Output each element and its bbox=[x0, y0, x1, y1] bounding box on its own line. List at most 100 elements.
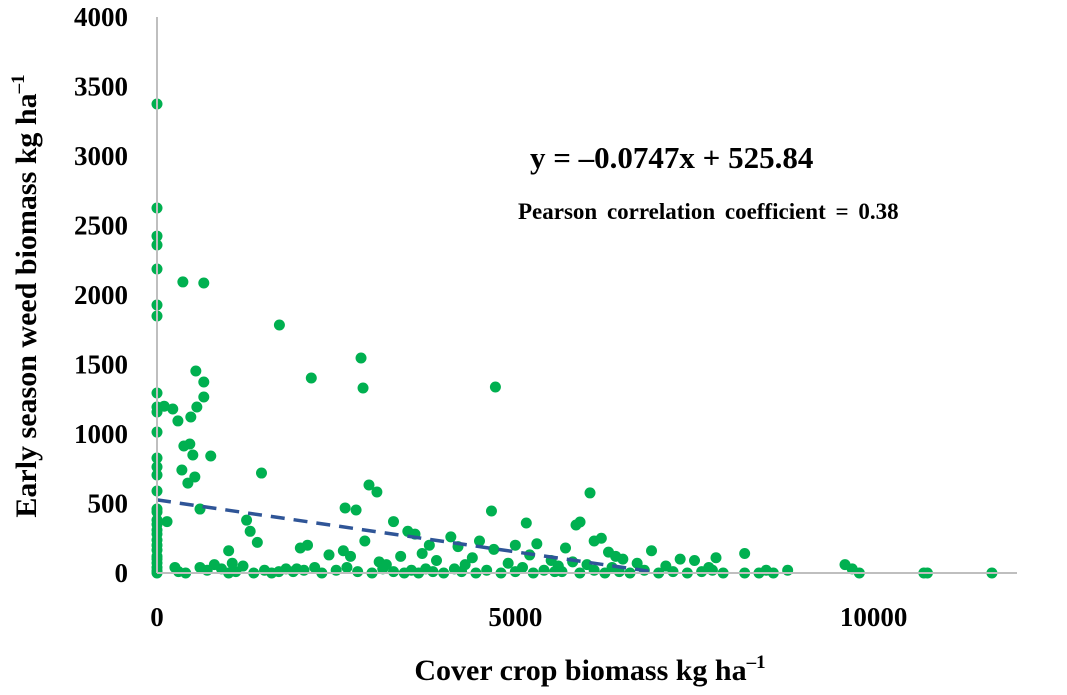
y-tick-label: 4000 bbox=[74, 2, 128, 32]
data-point bbox=[560, 542, 571, 554]
data-point bbox=[377, 563, 389, 575]
data-point bbox=[305, 372, 317, 384]
data-point bbox=[350, 504, 362, 516]
data-point bbox=[538, 564, 550, 576]
data-point bbox=[689, 554, 700, 566]
data-point bbox=[739, 548, 751, 560]
data-point bbox=[388, 566, 399, 578]
data-point bbox=[223, 545, 235, 557]
data-point bbox=[502, 557, 514, 569]
data-point bbox=[431, 554, 442, 566]
data-point bbox=[355, 352, 367, 364]
data-point bbox=[167, 403, 179, 415]
data-point bbox=[710, 552, 722, 564]
data-point bbox=[445, 531, 457, 543]
data-point bbox=[520, 517, 532, 529]
y-tick-label: 3000 bbox=[74, 141, 128, 171]
data-point bbox=[667, 566, 679, 578]
y-tick-labels: 0 500 1000 1500 2000 2500 3000 3500 4000 bbox=[74, 2, 128, 588]
data-point bbox=[509, 539, 521, 551]
trendline bbox=[156, 498, 659, 575]
data-point bbox=[531, 538, 543, 550]
data-point bbox=[352, 566, 364, 578]
data-point bbox=[182, 477, 194, 489]
data-point bbox=[172, 415, 184, 427]
data-point bbox=[456, 566, 468, 578]
data-point bbox=[395, 550, 407, 562]
data-point bbox=[198, 277, 210, 289]
y-tick-label: 500 bbox=[88, 489, 129, 519]
data-point bbox=[363, 479, 375, 491]
data-point bbox=[208, 559, 220, 571]
y-tick-label: 1500 bbox=[74, 350, 128, 380]
data-point bbox=[244, 525, 256, 537]
data-point bbox=[187, 449, 199, 461]
data-point bbox=[205, 450, 217, 462]
data-point bbox=[485, 505, 497, 517]
y-tick-label: 0 bbox=[115, 558, 129, 588]
data-point bbox=[617, 553, 629, 565]
data-point bbox=[226, 557, 238, 569]
data-point bbox=[345, 550, 356, 562]
data-point bbox=[595, 532, 607, 544]
y-axis-title: Early season weed biomass kg ha–1 bbox=[8, 74, 43, 517]
data-point bbox=[237, 560, 249, 572]
data-point bbox=[273, 319, 285, 331]
y-tick-label: 1000 bbox=[74, 419, 128, 449]
y-axis-title-text: Early season weed biomass kg ha bbox=[10, 93, 43, 517]
data-point bbox=[339, 502, 351, 514]
data-point bbox=[489, 381, 501, 393]
data-point bbox=[191, 401, 203, 413]
y-tick-label: 2500 bbox=[74, 211, 128, 241]
data-point bbox=[190, 365, 202, 377]
y-tick-label: 2000 bbox=[74, 280, 128, 310]
data-point bbox=[509, 566, 521, 578]
data-point bbox=[176, 464, 188, 476]
data-point bbox=[241, 514, 253, 526]
regression-equation: y = –0.0747x + 525.84 bbox=[530, 140, 813, 175]
x-axis-title-text: Cover crop biomass kg ha bbox=[414, 654, 746, 687]
data-point bbox=[169, 561, 181, 573]
x-tick-label: 10000 bbox=[840, 602, 908, 632]
data-point bbox=[371, 486, 383, 498]
data-point bbox=[388, 516, 399, 528]
data-point bbox=[481, 564, 493, 576]
x-axis-title: Cover crop biomass kg ha–1 bbox=[414, 652, 765, 687]
data-point bbox=[357, 382, 369, 394]
data-point bbox=[466, 552, 478, 564]
data-point bbox=[549, 566, 561, 578]
data-point bbox=[294, 542, 306, 554]
data-point bbox=[359, 535, 371, 547]
data-point bbox=[574, 516, 586, 528]
data-points bbox=[151, 98, 998, 579]
pearson-coefficient: Pearson correlation coefficient = 0.38 bbox=[518, 199, 899, 224]
data-point bbox=[255, 467, 267, 479]
data-point bbox=[423, 539, 435, 551]
x-axis-title-sup: –1 bbox=[746, 652, 766, 673]
data-point bbox=[198, 391, 210, 403]
data-point bbox=[706, 564, 718, 576]
data-point bbox=[251, 536, 263, 548]
y-axis-title-sup: –1 bbox=[8, 74, 29, 94]
data-point bbox=[161, 516, 173, 528]
data-point bbox=[185, 411, 197, 423]
y-tick-label: 3500 bbox=[74, 72, 128, 102]
data-point bbox=[273, 566, 285, 578]
data-point bbox=[427, 566, 439, 578]
data-point bbox=[198, 376, 210, 388]
data-point bbox=[158, 400, 170, 412]
data-point bbox=[323, 549, 335, 561]
data-point bbox=[291, 563, 303, 575]
data-point bbox=[646, 545, 657, 557]
data-point bbox=[584, 487, 596, 499]
data-point bbox=[696, 566, 708, 578]
x-tick-label: 0 bbox=[150, 602, 164, 632]
data-point bbox=[341, 561, 353, 573]
data-point bbox=[330, 564, 342, 576]
data-point bbox=[631, 557, 643, 569]
data-point bbox=[177, 276, 189, 288]
data-point bbox=[674, 553, 686, 565]
x-tick-labels: 0 5000 10000 bbox=[150, 602, 907, 632]
data-point bbox=[588, 564, 600, 576]
